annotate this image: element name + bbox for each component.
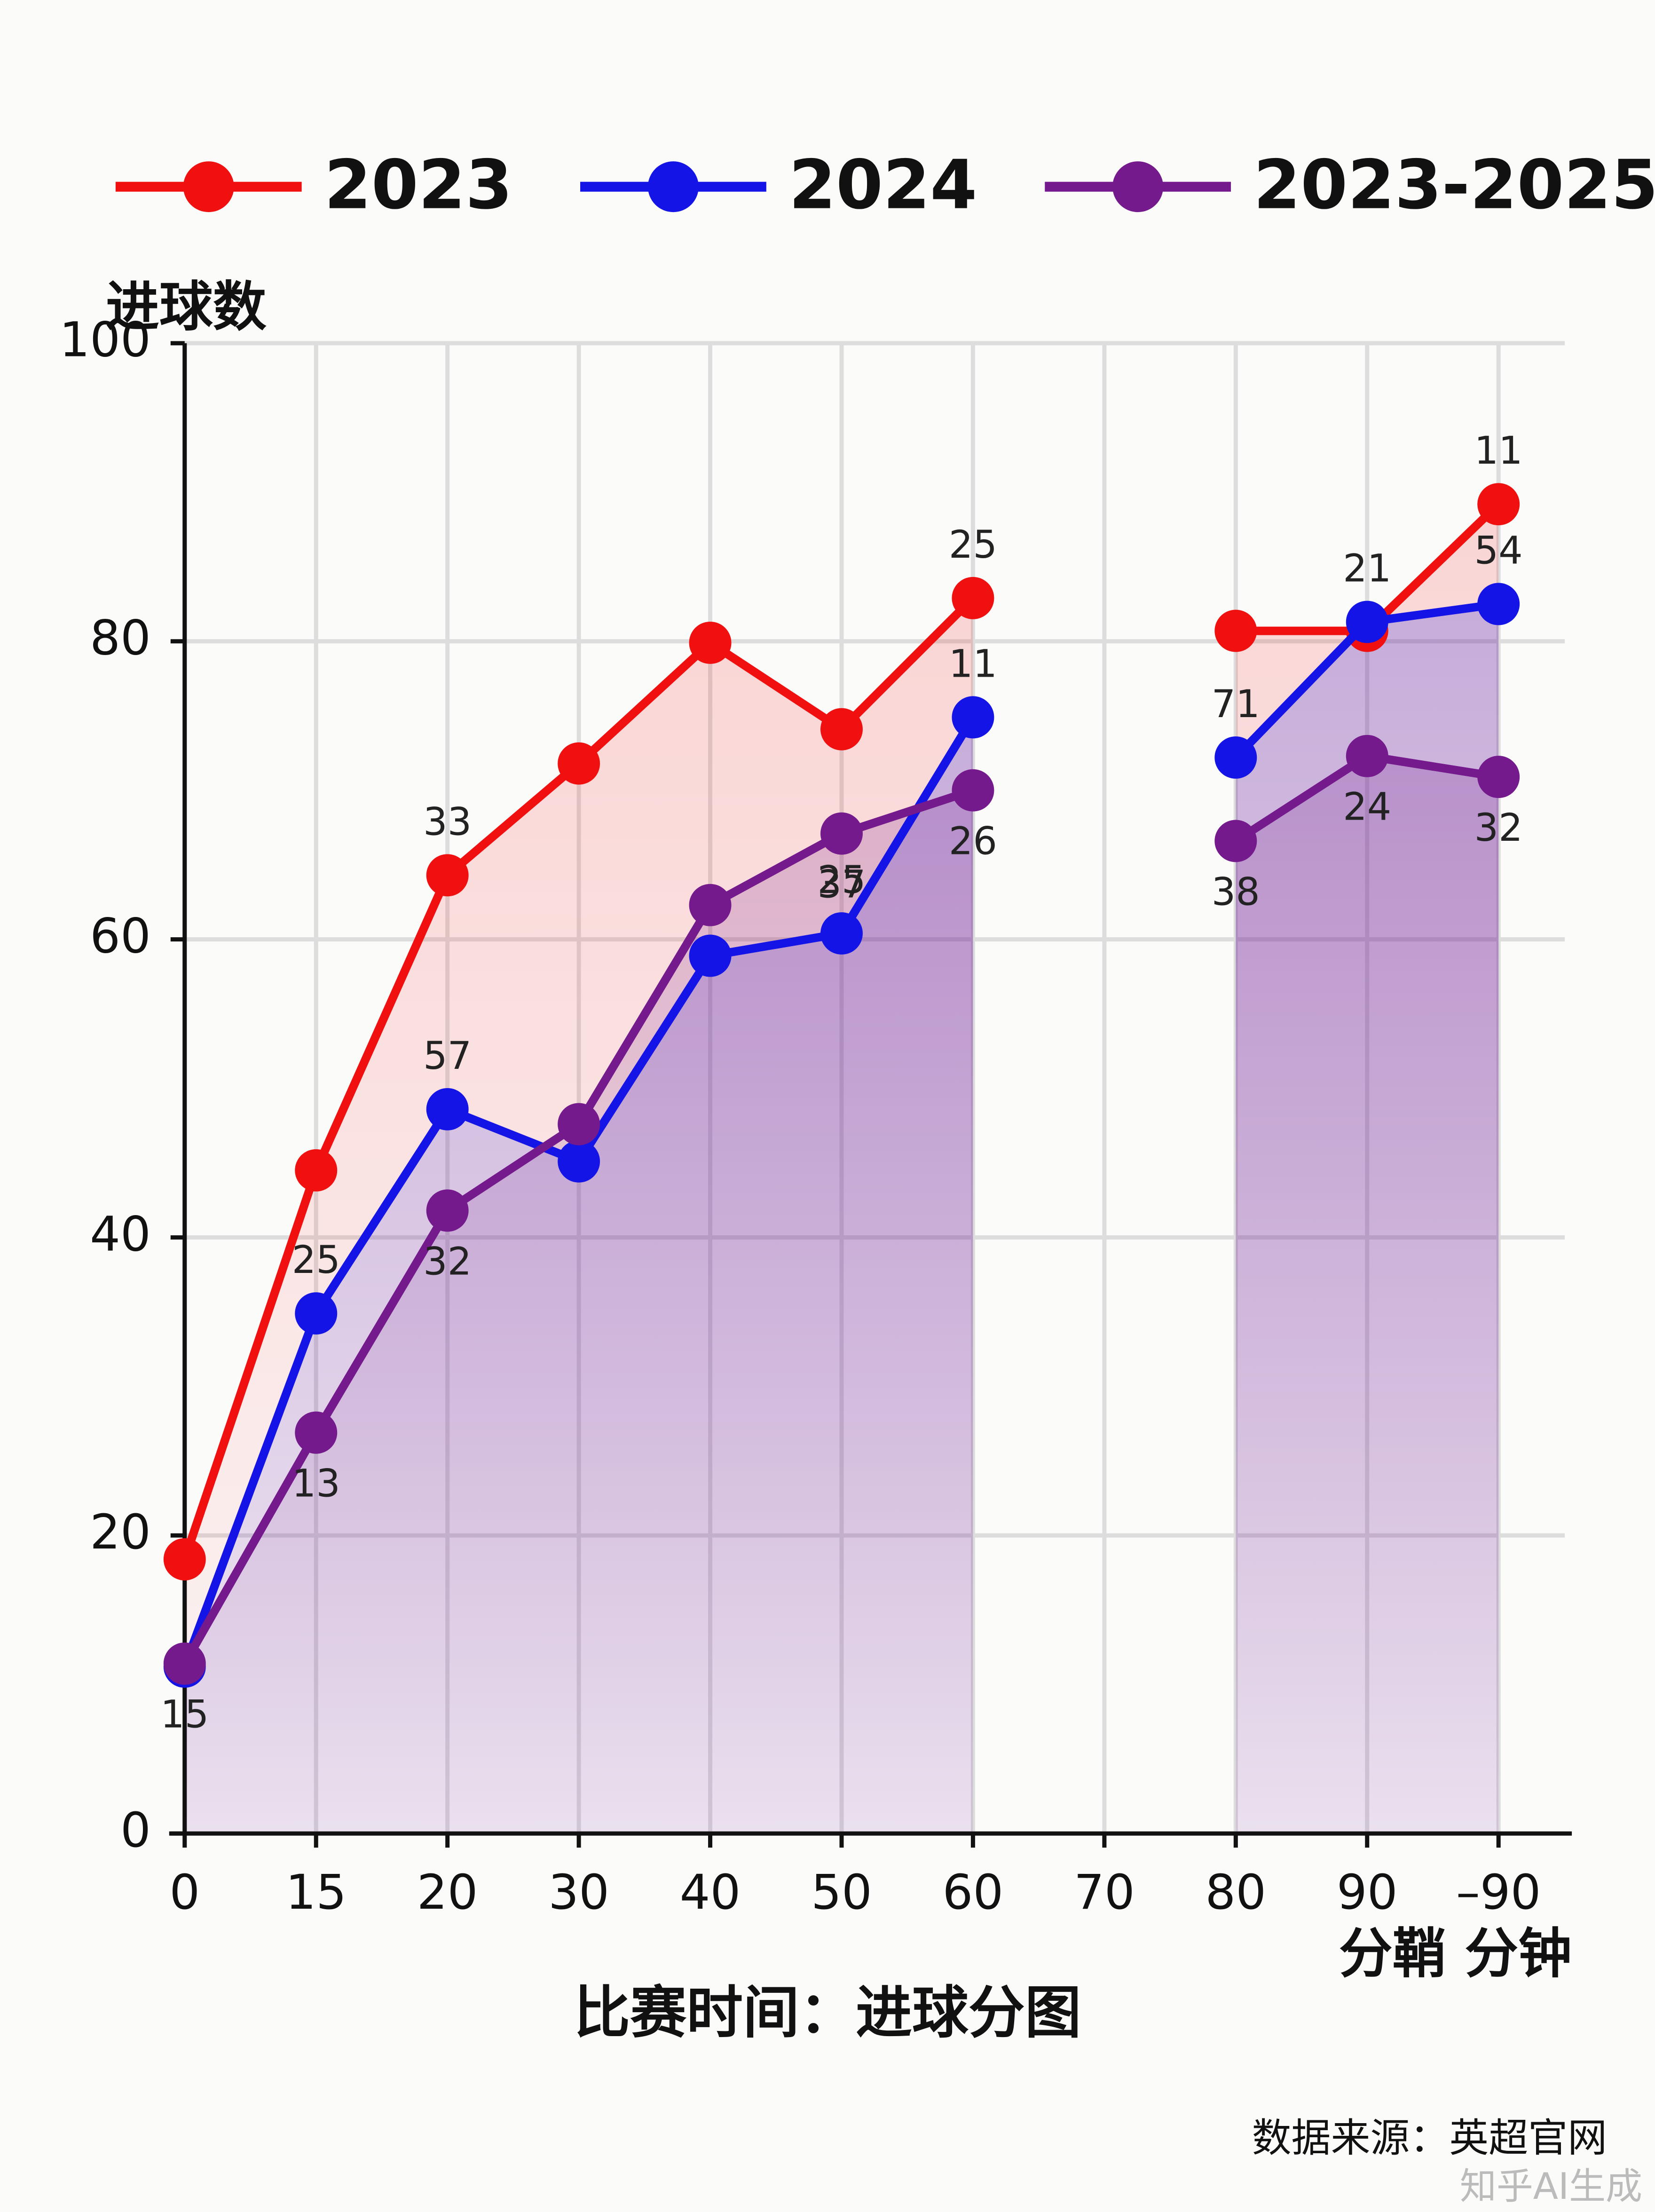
point-label: 25 xyxy=(817,858,866,902)
x-tick-label: 15 xyxy=(285,1864,347,1920)
x-tick-label: 20 xyxy=(417,1864,478,1920)
point xyxy=(952,577,994,619)
x-tick-label: 30 xyxy=(548,1864,609,1920)
area xyxy=(184,790,973,1834)
areas xyxy=(184,504,1499,1834)
point-label: 11 xyxy=(1474,429,1523,473)
point-label: 25 xyxy=(292,1238,340,1282)
point xyxy=(558,1140,600,1183)
point xyxy=(1477,583,1520,625)
point xyxy=(952,696,994,739)
x-tick-label: –90 xyxy=(1456,1864,1541,1920)
y-tick-label: 80 xyxy=(90,610,151,666)
x-tick-label: 0 xyxy=(169,1864,200,1920)
point xyxy=(163,1642,206,1685)
point xyxy=(1346,600,1388,643)
point xyxy=(1214,609,1257,652)
point xyxy=(558,742,600,785)
chart-title: 比赛时间：进球分图 xyxy=(574,1981,1081,2046)
point xyxy=(295,1411,338,1454)
legend-text: 2024 xyxy=(789,145,977,224)
point-label: 32 xyxy=(1474,806,1523,850)
x-tick-label: 60 xyxy=(943,1864,1004,1920)
point-label: 13 xyxy=(292,1462,340,1506)
point-label: 24 xyxy=(1343,785,1391,830)
point xyxy=(295,1292,338,1335)
point xyxy=(1477,483,1520,526)
point xyxy=(820,912,863,955)
watermark: 知乎AI生成 xyxy=(1460,2165,1642,2208)
point-label: 57 xyxy=(423,1034,472,1078)
point-label: 32 xyxy=(423,1240,472,1284)
legend-text: 2023 xyxy=(324,145,513,224)
point-label: 54 xyxy=(1474,529,1523,573)
x-tick-label: 80 xyxy=(1205,1864,1266,1920)
point xyxy=(295,1149,338,1192)
point-label: 15 xyxy=(160,1693,209,1737)
x-tick-label: 90 xyxy=(1337,1864,1398,1920)
point xyxy=(1214,820,1257,862)
x-tick-label: 50 xyxy=(811,1864,872,1920)
lines xyxy=(163,483,1520,1688)
source: 数据来源：英超官网 xyxy=(1252,2115,1607,2161)
point-label: 25 xyxy=(949,523,997,567)
point-label: 71 xyxy=(1212,682,1260,727)
texts: 进球数 分鞘 分钟 比赛时间：进球分图 数据来源：英超官网 知乎AI生成 0 20… xyxy=(59,276,1642,2208)
point xyxy=(558,1103,600,1146)
point xyxy=(426,1189,469,1232)
point xyxy=(689,884,732,926)
point-label: 26 xyxy=(949,820,997,864)
legend-marker xyxy=(647,161,699,213)
point xyxy=(820,708,863,750)
legend-marker xyxy=(183,161,234,213)
y-tick-label: 0 xyxy=(120,1802,151,1858)
point xyxy=(689,621,732,664)
point-label: 11 xyxy=(949,642,997,686)
point-label: 38 xyxy=(1212,870,1260,914)
point xyxy=(820,812,863,855)
legend-marker xyxy=(1112,161,1164,213)
point xyxy=(1477,756,1520,798)
point-label: 21 xyxy=(1343,547,1391,591)
point xyxy=(163,1538,206,1580)
point-label: 33 xyxy=(423,800,472,844)
legend: 2023 2024 2023-2025 xyxy=(115,145,1655,224)
point xyxy=(426,1088,469,1130)
point xyxy=(689,934,732,977)
point-label: 37 xyxy=(817,862,866,907)
legend-text: 2023-2025 xyxy=(1253,145,1655,224)
y-tick-label: 60 xyxy=(90,908,151,964)
y-tick-label: 20 xyxy=(90,1504,151,1560)
x-tick-label: 40 xyxy=(680,1864,741,1920)
point xyxy=(952,769,994,812)
area xyxy=(1236,756,1499,1834)
y-tick-label: 40 xyxy=(90,1206,151,1262)
point xyxy=(1214,736,1257,779)
point xyxy=(426,854,469,897)
y-axis-label: 进球数 xyxy=(106,276,267,338)
y-tick-label: 100 xyxy=(59,312,151,368)
x-tick-label: 70 xyxy=(1074,1864,1135,1920)
axes xyxy=(169,341,1572,1848)
x-axis-unit: 分鞘 分钟 xyxy=(1339,1922,1572,1985)
point xyxy=(1346,735,1388,777)
